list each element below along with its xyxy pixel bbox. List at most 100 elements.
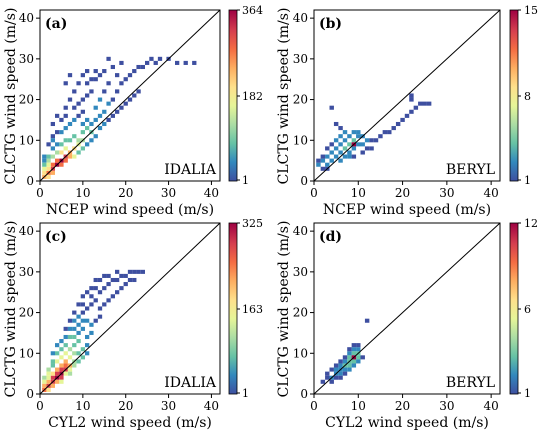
heatmap-cell xyxy=(115,109,120,114)
heatmap-cell xyxy=(333,146,339,151)
heatmap-cell xyxy=(106,273,111,278)
heatmap-cell xyxy=(80,347,85,352)
heatmap-cell xyxy=(110,97,115,102)
heatmap-cell xyxy=(347,355,352,360)
heatmap-cell xyxy=(333,367,339,372)
heatmap-cell xyxy=(55,343,60,348)
heatmap-cell xyxy=(46,367,51,372)
heatmap-cell xyxy=(63,351,68,356)
heatmap-cell xyxy=(360,142,365,147)
heatmap-cell xyxy=(115,269,120,274)
heatmap-cell xyxy=(85,69,90,74)
heatmap-cell xyxy=(46,166,51,171)
heatmap-cell xyxy=(63,81,68,86)
heatmap-cell xyxy=(102,286,107,291)
colorbar xyxy=(509,222,519,395)
heatmap-cell xyxy=(342,355,348,360)
heatmap-cell xyxy=(338,375,343,380)
heatmap-cell xyxy=(80,294,85,299)
heatmap-cell xyxy=(50,138,55,143)
heatmap-cell xyxy=(80,130,85,135)
heatmap-cell xyxy=(364,138,370,143)
heatmap-cell xyxy=(72,105,77,110)
heatmap-cell xyxy=(50,383,55,388)
y-tick-label: 0 xyxy=(26,387,34,401)
heatmap-cell xyxy=(102,121,107,127)
x-tick-label: 40 xyxy=(204,186,219,200)
heatmap-cell xyxy=(63,371,68,376)
heatmap-cell xyxy=(42,379,47,384)
y-axis-label: CLCTG wind speed (m/s) xyxy=(3,221,19,398)
heatmap-cell xyxy=(102,302,107,307)
heatmap-cell xyxy=(50,371,55,376)
heatmap-cell xyxy=(76,101,81,106)
heatmap-cell xyxy=(59,379,64,384)
heatmap-cell xyxy=(42,166,47,171)
heatmap-cell xyxy=(106,282,111,287)
heatmap-cell xyxy=(387,130,392,135)
heatmap-cell xyxy=(67,347,73,352)
x-tick-label: 0 xyxy=(310,186,318,200)
heatmap-cell xyxy=(46,371,51,376)
heatmap-cell xyxy=(93,69,98,74)
heatmap-cell xyxy=(183,60,188,65)
heatmap-cell xyxy=(369,138,374,143)
heatmap-cell xyxy=(72,89,77,94)
heatmap-cell xyxy=(356,347,361,352)
panel-label: (c) xyxy=(45,229,67,245)
colorbar-min-label: 1 xyxy=(524,387,531,400)
heatmap-cell xyxy=(115,277,120,283)
heatmap-cell xyxy=(55,351,60,356)
heatmap-cell xyxy=(140,269,145,274)
heatmap-cell xyxy=(97,126,103,131)
heatmap-cell xyxy=(123,77,128,82)
heatmap-cell xyxy=(102,69,107,74)
heatmap-cell xyxy=(329,105,334,110)
heatmap-cell xyxy=(342,130,348,135)
heatmap-cell xyxy=(413,105,419,110)
heatmap-cell xyxy=(395,121,401,127)
heatmap-cell xyxy=(42,162,47,167)
identity-line-segment xyxy=(313,222,501,395)
heatmap-cell xyxy=(46,174,51,179)
heatmap-cell xyxy=(85,318,90,323)
heatmap-cell xyxy=(342,154,348,159)
heatmap-cell xyxy=(106,101,111,106)
heatmap-cell xyxy=(93,117,98,122)
heatmap-cell xyxy=(80,97,85,102)
heatmap-cell xyxy=(85,343,90,348)
panel-label: (a) xyxy=(45,16,67,32)
y-tick-label: 0 xyxy=(300,387,308,401)
heatmap-cell xyxy=(378,134,383,139)
heatmap-cell xyxy=(89,330,94,335)
heatmap-cell xyxy=(72,310,77,315)
identity-line xyxy=(39,222,221,395)
heatmap-cell xyxy=(72,134,77,139)
heatmap-cell xyxy=(59,347,64,352)
heatmap-cell xyxy=(89,294,94,299)
heatmap-cell xyxy=(46,375,51,380)
heatmap-cell xyxy=(42,375,47,380)
heatmap-cell xyxy=(153,60,158,65)
heatmap-cell xyxy=(46,162,51,167)
heatmap-cell xyxy=(106,56,111,61)
heatmap-cell xyxy=(89,138,94,143)
x-tick-label: 30 xyxy=(439,186,454,200)
heatmap-cell xyxy=(80,355,85,360)
heatmap-cell xyxy=(89,322,94,327)
heatmap-cell xyxy=(55,367,60,372)
heatmap-cell xyxy=(320,158,326,163)
colorbar-max-label: 12 xyxy=(524,217,538,230)
heatmap-cell xyxy=(360,355,365,360)
heatmap-cell xyxy=(72,318,77,323)
heatmap-cell xyxy=(85,334,90,340)
y-tick-label: 20 xyxy=(293,93,308,107)
heatmap-cell xyxy=(320,379,326,384)
x-axis-label: CYL2 wind speed (m/s) xyxy=(325,415,489,431)
heatmap-cell xyxy=(50,375,55,380)
heatmap-cell xyxy=(72,117,77,122)
x-tick-label: 30 xyxy=(439,399,454,413)
heatmap-cell xyxy=(67,355,73,360)
heatmap-cell xyxy=(192,60,197,65)
heatmap-cell xyxy=(80,310,85,315)
